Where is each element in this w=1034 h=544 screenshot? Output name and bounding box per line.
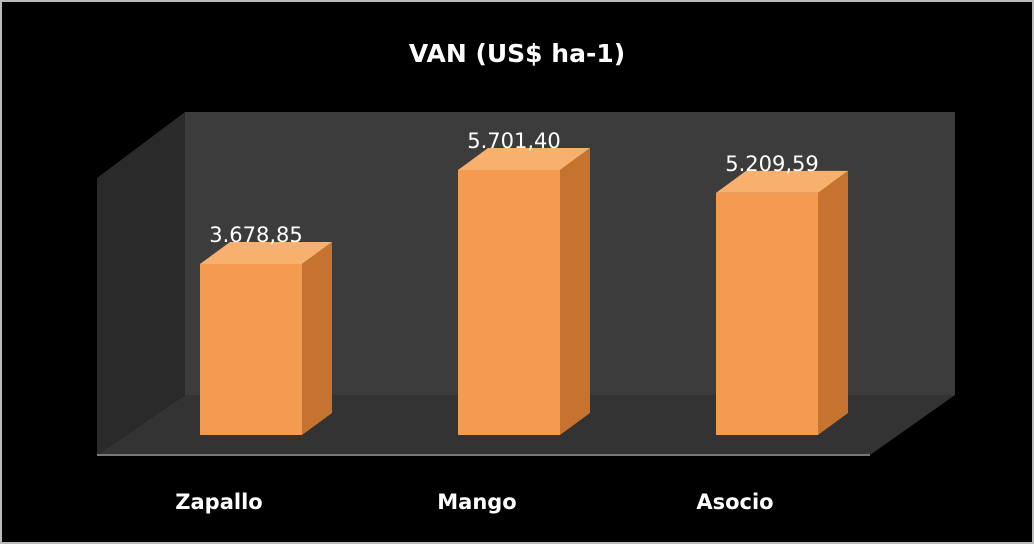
bar bbox=[716, 192, 818, 435]
bar-side bbox=[302, 242, 332, 435]
x-tick-label: Mango bbox=[437, 490, 516, 514]
bar-top bbox=[716, 170, 848, 193]
bar bbox=[458, 170, 560, 435]
value-label: 3.678,85 bbox=[209, 223, 303, 247]
bar-side bbox=[818, 170, 848, 435]
bar bbox=[200, 264, 302, 435]
value-label: 5.209,59 bbox=[725, 152, 819, 176]
chart-title: VAN (US$ ha-1) bbox=[409, 39, 625, 68]
value-label: 5.701,40 bbox=[467, 129, 561, 153]
bar-side bbox=[560, 148, 590, 435]
bar-top bbox=[458, 148, 590, 170]
x-tick-label: Zapallo bbox=[175, 490, 262, 514]
side-wall bbox=[97, 112, 185, 455]
bar-top bbox=[200, 242, 332, 265]
x-tick-label: Asocio bbox=[696, 490, 773, 514]
